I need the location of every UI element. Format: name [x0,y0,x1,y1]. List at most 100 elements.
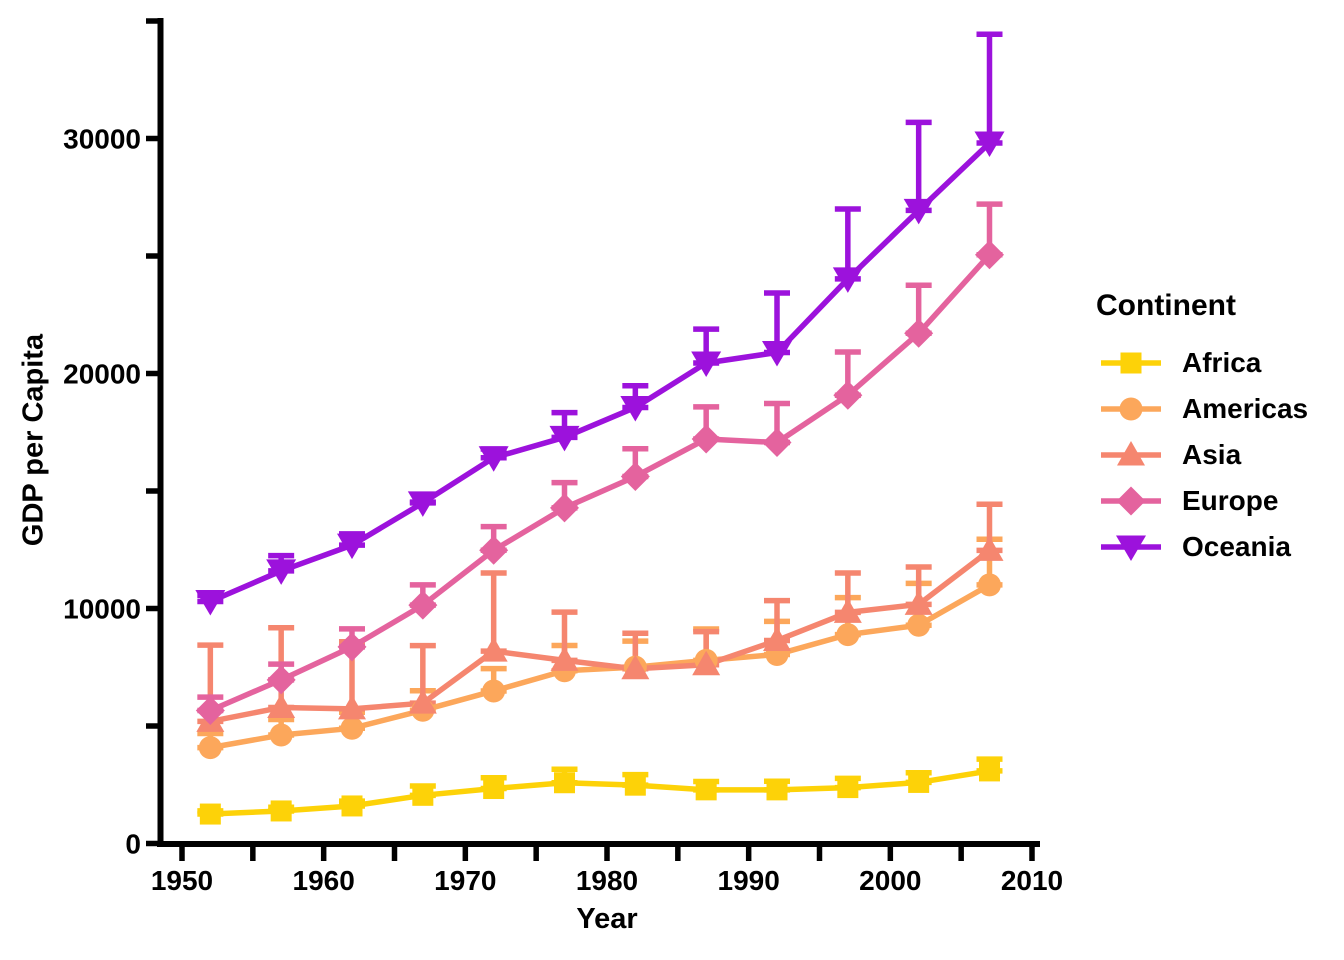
error-bar-oceania-2007 [976,31,1003,146]
legend-marker-africa [1120,352,1142,374]
y-axis-title: GDP per Capita [17,333,50,547]
data-point-africa-1972 [483,778,505,800]
legend-marker-asia [1117,441,1145,466]
data-point-oceania-1957 [266,559,297,585]
data-point-americas-1952 [198,736,222,760]
error-bars-americas [197,536,1003,751]
x-axis-title: Year [576,903,638,935]
data-point-americas-2002 [907,613,931,637]
data-point-africa-1997 [837,777,859,799]
markers-oceania [195,131,1005,616]
data-point-europe-2002 [904,318,934,348]
data-point-americas-1957 [269,723,293,747]
data-point-africa-1987 [695,779,717,801]
x-tick-label-1990: 1990 [718,865,780,896]
data-point-asia-1972 [479,637,508,662]
y-tick-label-20000: 20000 [63,359,141,390]
data-point-oceania-1982 [620,395,651,422]
data-point-africa-2007 [979,760,1000,782]
data-point-africa-1952 [199,803,221,825]
legend-marker-oceania [1116,535,1146,561]
markers-asia [196,536,1004,732]
data-point-asia-1967 [408,689,437,714]
x-tick-label-2010: 2010 [1001,865,1063,896]
data-point-oceania-1997 [832,267,863,293]
legend-key-triangle-up-icon [1101,441,1161,466]
x-tick-label-1950: 1950 [151,865,213,896]
data-point-americas-1972 [482,679,506,703]
y-tick-label-0: 0 [125,829,141,860]
x-tick-label-1960: 1960 [293,865,355,896]
data-point-oceania-1987 [691,351,722,377]
data-point-europe-1962 [337,632,367,662]
y-tick-label-10000: 10000 [63,594,141,625]
data-point-europe-1997 [833,380,863,410]
data-point-asia-1957 [267,693,296,718]
x-axis-ticks [179,847,1035,861]
data-point-asia-1962 [338,694,366,720]
error-bar-oceania-2002 [905,119,932,214]
legend-key-square-icon [1101,352,1161,374]
data-point-americas-2007 [978,573,1001,597]
data-point-europe-2007 [975,240,1004,270]
legend-item-europe: Europe [1094,478,1308,524]
data-point-europe-1967 [408,590,438,620]
data-point-africa-1962 [341,795,363,817]
data-point-europe-1957 [266,665,296,695]
error-bars-oceania [197,31,1003,605]
error-bars-europe [197,201,1003,714]
line-europe [207,251,993,714]
legend-item-oceania: Oceania [1094,524,1308,570]
line-americas [207,582,993,751]
data-point-africa-1992 [766,779,788,801]
error-bars-asia [197,501,1003,725]
data-point-europe-1977 [550,493,579,523]
legend-item-africa: Africa [1094,340,1308,386]
data-point-europe-1972 [479,535,509,565]
data-point-africa-1957 [270,800,292,822]
data-point-americas-1962 [340,716,364,740]
data-point-asia-2002 [904,590,933,615]
markers-europe [195,240,1004,725]
line-africa [207,768,993,817]
data-point-asia-1987 [692,650,721,676]
y-axis-ticks [146,18,160,847]
legend-key-circle-icon [1101,397,1161,421]
data-point-oceania-2002 [903,198,934,225]
data-point-africa-1977 [554,772,575,794]
legend-label-americas: Americas [1182,393,1309,424]
data-point-oceania-1972 [478,446,509,472]
data-point-asia-1992 [763,626,791,651]
x-tick-label-1970: 1970 [434,865,496,896]
axes [157,18,1040,847]
legend-item-asia: Asia [1094,432,1308,478]
data-point-oceania-1992 [762,340,792,367]
y-tick-labels: 0 10000 20000 30000 [63,124,141,860]
data-point-oceania-1952 [195,589,226,616]
data-point-oceania-1977 [549,425,580,452]
legend-label-europe: Europe [1182,485,1279,516]
data-point-europe-1952 [195,695,225,725]
data-point-europe-1992 [762,428,792,458]
data-point-asia-1977 [550,646,579,671]
legend-key-diamond-icon [1101,486,1161,516]
legend-item-americas: Americas [1094,386,1308,432]
data-point-asia-1997 [833,598,862,623]
data-point-asia-2007 [975,536,1004,561]
legend-items: Africa Americas Asia Europe Oceania [1094,340,1308,570]
data-point-oceania-1962 [337,533,367,560]
legend-title: Continent [1096,289,1236,322]
x-tick-labels: 1950 1960 1970 1980 1990 2000 2010 [151,865,1063,896]
data-point-europe-1982 [620,461,650,491]
legend-label-oceania: Oceania [1182,531,1291,562]
data-point-africa-1982 [624,774,646,796]
x-tick-label-2000: 2000 [859,865,921,896]
data-point-americas-1997 [836,623,860,647]
legend-label-asia: Asia [1182,439,1242,470]
line-asia [207,547,993,725]
markers-africa [199,760,1000,825]
data-point-africa-2002 [908,771,930,793]
data-point-europe-1987 [691,424,721,454]
